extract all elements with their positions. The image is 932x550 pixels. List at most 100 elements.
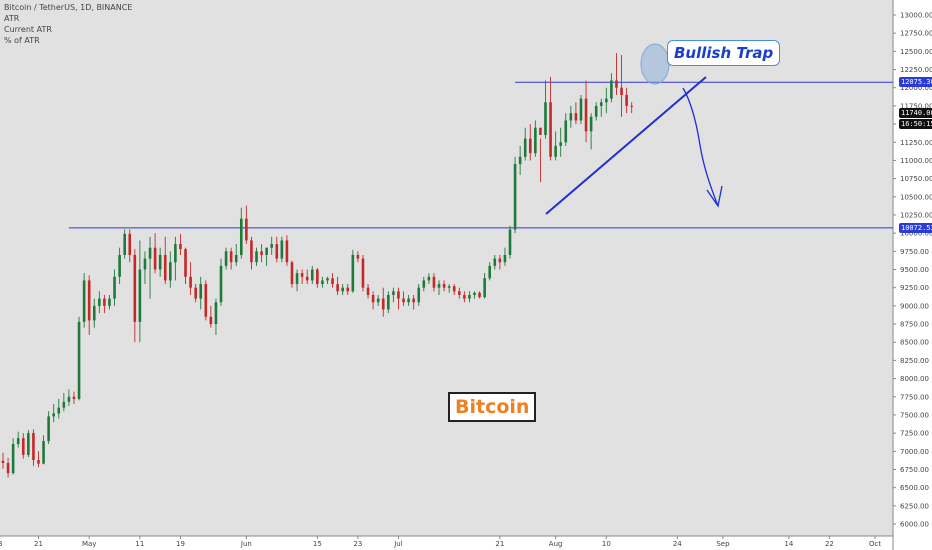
candle-body: [103, 298, 106, 306]
time-axis-background: [0, 536, 932, 550]
candle-body: [366, 287, 370, 295]
x-tick-label: 19: [176, 540, 185, 548]
y-tick-label: 9250.00: [900, 284, 929, 292]
y-tick-label: 10250.00: [900, 211, 932, 219]
x-tick-label: Aug: [549, 540, 563, 548]
candle-body: [62, 401, 66, 408]
y-tick-label: 12500.00: [900, 48, 932, 56]
y-tick-label: 6500.00: [900, 484, 929, 492]
candle-body: [356, 254, 360, 259]
candle-body: [336, 284, 339, 292]
candle-body: [625, 94, 628, 106]
candle-body: [57, 407, 61, 414]
candle-body: [37, 460, 40, 464]
candle-body: [503, 254, 507, 263]
candle-body: [6, 462, 10, 474]
candle-body: [245, 218, 248, 241]
candle-body: [579, 98, 583, 121]
candle-body: [138, 269, 142, 322]
candle-body: [599, 102, 603, 106]
bullish-trap-label[interactable]: Bullish Trap: [667, 40, 781, 66]
candle-body: [174, 244, 177, 263]
pct-atr-legend[interactable]: % of ATR: [4, 36, 40, 45]
plot-background: [0, 0, 893, 536]
candle-body: [452, 286, 456, 292]
uptrend-line: [545, 76, 707, 215]
candle-body: [265, 247, 268, 255]
y-tick-label: 10750.00: [900, 175, 932, 183]
x-tick-label: 23: [353, 540, 362, 548]
y-tick-label: 12000.00: [900, 84, 932, 92]
candle-body: [194, 287, 197, 299]
candle-body: [376, 298, 380, 303]
x-tick-label: 11: [135, 540, 144, 548]
candle-body: [219, 265, 223, 303]
y-tick-label: 9750.00: [900, 248, 929, 256]
y-tick-label: 6750.00: [900, 466, 929, 474]
y-tick-label: 10500.00: [900, 193, 932, 201]
candle-body: [513, 164, 517, 230]
x-tick-label: Oct: [869, 540, 881, 548]
candle-body: [108, 298, 111, 306]
candle-body: [260, 251, 263, 255]
projection-arrowhead: [706, 185, 723, 208]
y-tick-label: 13000.00: [900, 12, 932, 20]
current-atr-legend[interactable]: Current ATR: [4, 25, 52, 34]
candle-body: [42, 441, 45, 464]
candle-body: [605, 98, 608, 103]
candle-body: [72, 396, 76, 399]
y-tick-label: 11750.00: [900, 102, 932, 110]
candle-body: [179, 244, 182, 250]
x-tick-label: 24: [673, 540, 682, 548]
candle-body: [229, 251, 233, 263]
candle-body: [305, 276, 309, 281]
candle-body: [316, 269, 319, 285]
candle-body: [407, 298, 410, 303]
x-tick-label: 22: [825, 540, 834, 548]
candle-body: [371, 294, 375, 303]
candle-body: [285, 240, 289, 263]
atr-legend[interactable]: ATR: [4, 14, 20, 23]
x-tick-label: Sep: [716, 540, 730, 548]
candle-body: [169, 262, 172, 281]
x-tick-label: 15: [313, 540, 322, 548]
candle-body: [27, 433, 30, 455]
candle-body: [402, 298, 405, 303]
candle-body: [432, 276, 436, 288]
candle-body: [113, 276, 116, 299]
candle-body: [392, 291, 395, 295]
candle-body: [224, 251, 228, 266]
candle-body: [321, 280, 324, 285]
x-tick-label: May: [82, 540, 96, 548]
symbol-legend[interactable]: Bitcoin / TetherUS, 1D, BINANCE: [4, 3, 133, 12]
bitcoin-label[interactable]: Bitcoin: [448, 392, 537, 422]
candle-body: [148, 247, 152, 259]
candle-body: [32, 433, 35, 461]
candle-body: [528, 138, 532, 154]
candle-body: [498, 258, 502, 263]
candle-body: [98, 298, 101, 306]
candle-body: [123, 233, 126, 255]
candle-body: [549, 102, 552, 157]
projection-arrow: [682, 87, 719, 207]
candle-body: [158, 254, 162, 270]
y-tick-label: 7500.00: [900, 411, 929, 419]
candle-body: [422, 280, 426, 288]
candle-body: [239, 218, 243, 255]
candle-body: [615, 80, 618, 88]
candle-body: [163, 254, 167, 281]
candle-body: [559, 142, 562, 146]
candle-body: [1, 460, 5, 463]
candle-body: [488, 265, 492, 279]
candle-body: [589, 116, 593, 132]
candle-body: [341, 287, 344, 292]
x-tick-label: 14: [784, 540, 793, 548]
candle-body: [189, 276, 192, 288]
candle-body: [574, 113, 578, 121]
y-tick-label: 10000.00: [900, 230, 932, 238]
candle-body: [478, 292, 481, 298]
trap-highlight-ellipse: [640, 43, 670, 85]
y-tick-label: 12250.00: [900, 66, 932, 74]
